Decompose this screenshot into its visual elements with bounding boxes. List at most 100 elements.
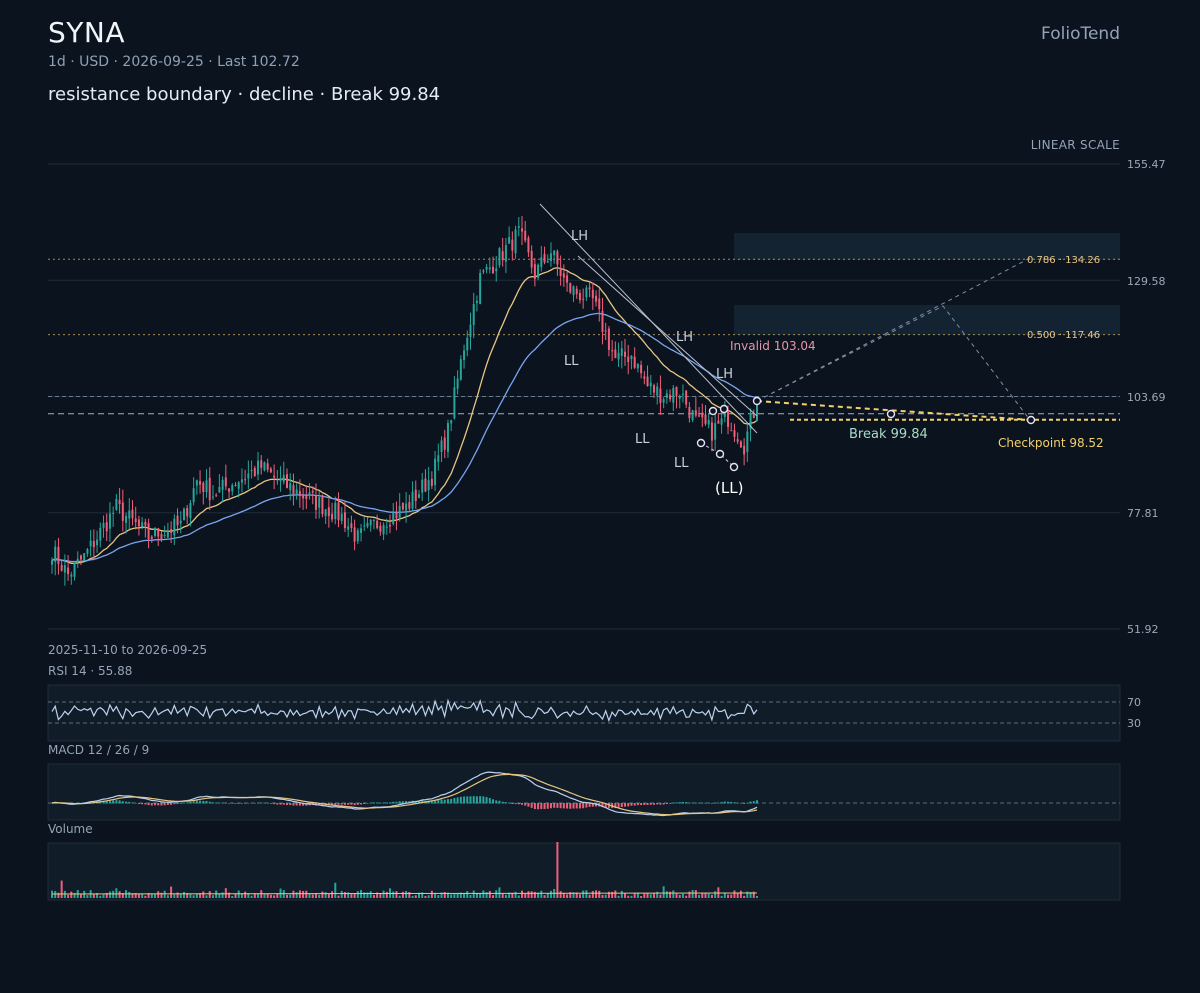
macd-histogram-bar bbox=[514, 803, 517, 805]
macd-histogram-bar bbox=[382, 802, 385, 804]
macd-histogram-bar bbox=[472, 796, 475, 804]
candle-body bbox=[537, 264, 540, 278]
candle-body bbox=[327, 507, 330, 517]
macd-histogram-bar bbox=[569, 803, 572, 809]
candle-body bbox=[575, 288, 578, 294]
macd-histogram-bar bbox=[340, 803, 343, 805]
volume-bar bbox=[134, 893, 137, 898]
macd-histogram-bar bbox=[714, 802, 717, 804]
macd-histogram-bar bbox=[160, 803, 163, 806]
candle-body bbox=[688, 406, 691, 419]
candle-body bbox=[398, 506, 401, 518]
macd-histogram-bar bbox=[720, 802, 723, 804]
volume-bar bbox=[324, 892, 327, 898]
break-label: Break 99.84 bbox=[849, 427, 928, 442]
volume-bar bbox=[756, 895, 758, 898]
macd-histogram-bar bbox=[723, 801, 726, 804]
macd-histogram-bar bbox=[733, 802, 736, 804]
candle-body bbox=[488, 267, 491, 270]
fib-label-786: 0.786 · 134.26 bbox=[1027, 255, 1100, 266]
volume-bar bbox=[131, 893, 134, 898]
macd-histogram-bar bbox=[121, 801, 124, 804]
candle-body bbox=[170, 529, 173, 533]
macd-histogram-bar bbox=[141, 803, 144, 805]
volume-bar bbox=[739, 890, 742, 898]
candle-body bbox=[163, 535, 166, 537]
volume-bar bbox=[601, 894, 604, 898]
macd-histogram-bar bbox=[591, 803, 594, 807]
macd-histogram-bar bbox=[701, 802, 704, 804]
candle-body bbox=[321, 495, 324, 515]
candle-body bbox=[182, 508, 185, 521]
macd-histogram-bar bbox=[202, 800, 205, 804]
volume-bar bbox=[244, 891, 247, 898]
macd-histogram-bar bbox=[504, 802, 507, 804]
macd-histogram-bar bbox=[517, 803, 520, 805]
macd-histogram-bar bbox=[115, 800, 118, 804]
volume-bar bbox=[195, 893, 198, 898]
macd-histogram-bar bbox=[112, 800, 115, 804]
macd-histogram-bar bbox=[228, 803, 231, 804]
volume-bar bbox=[691, 890, 694, 898]
macd-histogram-bar bbox=[273, 803, 276, 805]
macd-histogram-bar bbox=[269, 803, 272, 804]
candle-body bbox=[257, 460, 260, 475]
candle-body bbox=[504, 245, 507, 262]
volume-bar bbox=[392, 891, 395, 898]
volume-bar bbox=[401, 891, 404, 898]
macd-histogram-bar bbox=[154, 803, 157, 806]
macd-histogram-bar bbox=[595, 803, 598, 807]
macd-histogram-bar bbox=[678, 802, 681, 804]
volume-bar bbox=[273, 895, 276, 898]
volume-bar bbox=[543, 895, 546, 898]
macd-histogram-bar bbox=[199, 800, 202, 804]
scale-toggle[interactable]: LINEAR SCALE bbox=[1030, 138, 1120, 152]
candle-body bbox=[76, 558, 79, 562]
candle-body bbox=[633, 356, 636, 368]
macd-signal-line bbox=[51, 773, 758, 816]
candle-body bbox=[640, 364, 643, 374]
volume-bar bbox=[437, 895, 440, 898]
macd-histogram-bar bbox=[530, 803, 533, 808]
macd-histogram-bar bbox=[624, 803, 627, 807]
volume-bar bbox=[521, 890, 523, 898]
candle-body bbox=[118, 499, 121, 505]
macd-histogram-bar bbox=[662, 803, 665, 805]
candle-body bbox=[749, 413, 752, 430]
macd-histogram-bar bbox=[479, 796, 482, 804]
volume-bar bbox=[482, 890, 485, 898]
volume-bar bbox=[665, 891, 668, 898]
volume-bar bbox=[582, 890, 585, 898]
volume-bar bbox=[292, 890, 295, 898]
macd-histogram-bar bbox=[385, 802, 388, 804]
candle-body bbox=[51, 560, 53, 565]
candle-body bbox=[727, 410, 730, 427]
macd-histogram-bar bbox=[147, 803, 150, 806]
candle-body bbox=[739, 441, 742, 448]
candle-body bbox=[707, 419, 710, 425]
rsi-line bbox=[51, 698, 758, 723]
candle-body bbox=[546, 261, 549, 263]
volume-bar bbox=[247, 893, 250, 898]
candle-body bbox=[553, 250, 556, 256]
volume-bar bbox=[115, 888, 118, 898]
macd-histogram-bar bbox=[652, 803, 655, 805]
candle-body bbox=[495, 268, 498, 272]
candle-body bbox=[691, 410, 694, 421]
volume-bar bbox=[405, 890, 408, 898]
volume-bar bbox=[121, 893, 124, 898]
macd-histogram-bar bbox=[698, 802, 701, 804]
candle-body bbox=[54, 546, 57, 562]
candle-body bbox=[224, 477, 227, 487]
volume-bar bbox=[517, 895, 520, 898]
candle-body bbox=[434, 458, 437, 486]
volume-bar bbox=[627, 895, 630, 898]
candle-body bbox=[125, 515, 128, 523]
volume-bar bbox=[305, 890, 308, 898]
macd-histogram-bar bbox=[607, 803, 610, 808]
macd-histogram-bar bbox=[395, 801, 398, 804]
volume-bar bbox=[395, 891, 398, 898]
macd-histogram-bar bbox=[475, 796, 478, 804]
volume-bar bbox=[398, 895, 401, 898]
